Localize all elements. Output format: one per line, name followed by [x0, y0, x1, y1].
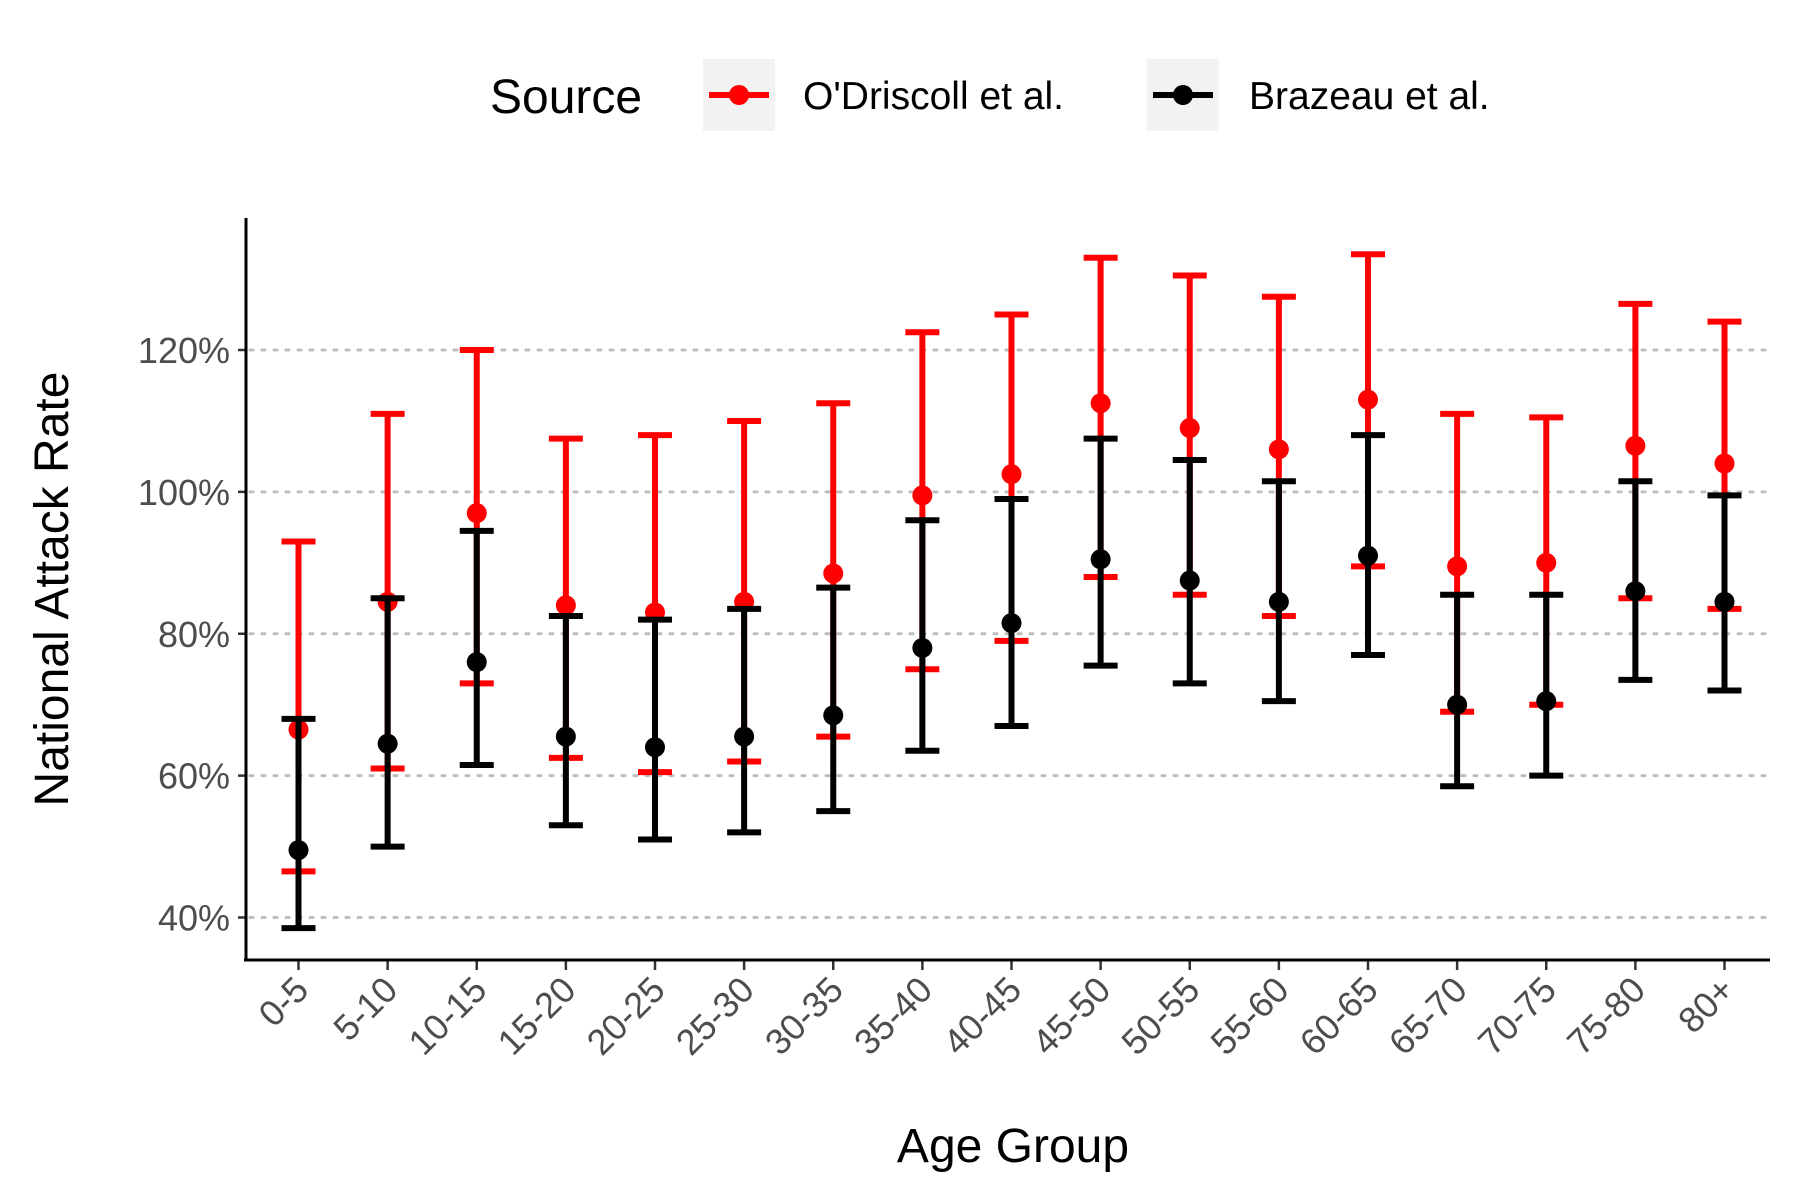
legend-title: Source — [490, 71, 642, 124]
data-point — [555, 726, 576, 747]
x-tick-label: 5-10 — [325, 969, 405, 1049]
x-tick-label: 55-60 — [1202, 969, 1296, 1063]
data-point — [1625, 581, 1646, 602]
data-point — [823, 705, 844, 726]
y-tick-label: 100% — [138, 472, 230, 513]
x-tick-label: 80+ — [1670, 969, 1742, 1041]
data-point — [1090, 549, 1111, 570]
data-point — [1714, 453, 1735, 474]
x-tick-label: 15-20 — [489, 969, 583, 1063]
data-point — [1268, 591, 1289, 612]
legend-label: Brazeau et al. — [1249, 75, 1490, 118]
data-point — [1536, 691, 1557, 712]
data-point — [1714, 591, 1735, 612]
data-point — [377, 733, 398, 754]
data-point — [288, 840, 309, 861]
y-tick-label: 80% — [158, 614, 230, 655]
legend-label: O'Driscoll et al. — [803, 75, 1064, 118]
x-tick-label: 65-70 — [1381, 969, 1475, 1063]
data-point — [1179, 570, 1200, 591]
x-axis-title: Age Group — [897, 1120, 1129, 1173]
series-layer — [281, 251, 1742, 932]
data-point — [466, 503, 487, 524]
x-tick-label: 60-65 — [1292, 969, 1386, 1063]
x-tick-label: 75-80 — [1559, 969, 1653, 1063]
x-tick-label: 0-5 — [250, 969, 316, 1035]
series-brazeau — [281, 432, 1742, 932]
data-point — [555, 595, 576, 616]
legend: Source O'Driscoll et al. Brazeau et al. — [490, 59, 1490, 131]
x-tick-label: 20-25 — [579, 969, 673, 1063]
data-point — [1179, 418, 1200, 439]
data-point — [1268, 439, 1289, 460]
data-point — [645, 737, 665, 758]
x-tick-label: 40-45 — [935, 969, 1029, 1063]
x-tick-label: 45-50 — [1024, 969, 1118, 1063]
data-point — [1001, 613, 1022, 634]
data-point — [1625, 435, 1646, 456]
y-axis-title: National Attack Rate — [26, 372, 79, 807]
y-tick-label: 40% — [158, 898, 230, 939]
x-axis-ticks: 0-5 5-1010-1515-2020-2525-3030-3535-4040-… — [250, 960, 1742, 1063]
data-point — [1536, 552, 1557, 573]
data-point — [1358, 389, 1378, 410]
data-point — [1358, 545, 1378, 566]
x-tick-label: 35-40 — [846, 969, 940, 1063]
x-tick-label: 10-15 — [400, 969, 494, 1063]
data-point — [1090, 393, 1111, 414]
legend-items: O'Driscoll et al. Brazeau et al. — [703, 59, 1490, 131]
legend-key-point — [1173, 85, 1193, 105]
y-tick-label: 60% — [158, 756, 230, 797]
x-tick-label: 70-75 — [1470, 969, 1564, 1063]
data-point — [466, 652, 487, 673]
x-tick-label: 25-30 — [668, 969, 762, 1063]
x-tick-label: 30-35 — [757, 969, 851, 1063]
data-point — [1447, 694, 1468, 715]
x-tick-label: 50-55 — [1113, 969, 1207, 1063]
legend-key-point — [729, 85, 749, 105]
data-point — [1447, 556, 1468, 577]
y-axis-ticks: 40% 60% 80% 100% 120% — [138, 330, 246, 939]
data-point — [912, 485, 933, 506]
data-point — [912, 637, 933, 658]
data-point — [734, 726, 755, 747]
y-tick-label: 120% — [138, 330, 230, 371]
data-point — [823, 563, 844, 584]
data-point — [1001, 464, 1022, 485]
